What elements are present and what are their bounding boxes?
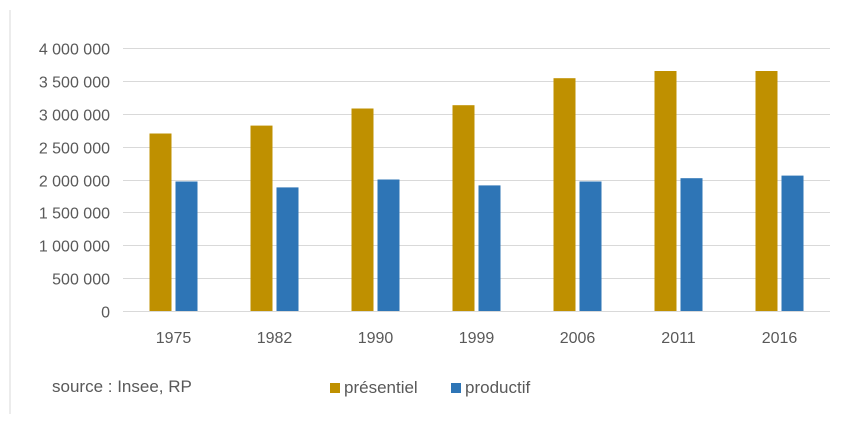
legend-label-présentiel: présentiel	[344, 378, 418, 397]
gridlines	[123, 48, 830, 312]
bar-présentiel-1990	[351, 108, 374, 311]
bar-présentiel-1975	[149, 133, 172, 311]
bars	[149, 71, 804, 311]
y-axis-ticks: 0 500 000 1 000 000 1 500 000 2 000 000 2 500…	[39, 42, 110, 322]
x-axis-ticks: 1975 1982 1990 1999 2006 2011 2016	[156, 330, 798, 347]
y-tick-label: 2 500 000	[39, 141, 110, 158]
x-tick-label: 2006	[560, 330, 596, 347]
legend-swatch-productif	[451, 383, 461, 393]
bar-productif-2006	[579, 181, 602, 311]
bar-productif-1990	[377, 179, 400, 311]
y-tick-label: 2 000 000	[39, 174, 110, 191]
x-tick-label: 1999	[459, 330, 495, 347]
bar-productif-1982	[276, 187, 299, 311]
x-tick-label: 2016	[762, 330, 798, 347]
y-tick-label: 0	[101, 305, 110, 322]
bar-productif-1975	[175, 181, 198, 311]
y-tick-label: 1 500 000	[39, 206, 110, 223]
bar-productif-2011	[680, 178, 703, 311]
bar-présentiel-2011	[654, 71, 677, 311]
bar-productif-2016	[781, 175, 804, 311]
x-tick-label: 1990	[358, 330, 394, 347]
x-tick-label: 1975	[156, 330, 192, 347]
bar-présentiel-1982	[250, 125, 273, 311]
bar-présentiel-2006	[553, 78, 576, 311]
legend: présentiel productif	[330, 378, 530, 397]
bar-présentiel-2016	[755, 71, 778, 311]
legend-label-productif: productif	[465, 378, 530, 397]
y-tick-label: 3 000 000	[39, 108, 110, 125]
y-tick-label: 4 000 000	[39, 42, 110, 59]
x-tick-label: 2011	[661, 330, 696, 347]
y-tick-label: 1 000 000	[39, 239, 110, 256]
bar-présentiel-1999	[452, 105, 475, 311]
legend-swatch-présentiel	[330, 383, 340, 393]
bar-productif-1999	[478, 185, 501, 311]
y-tick-label: 500 000	[52, 272, 110, 289]
x-tick-label: 1982	[257, 330, 293, 347]
y-tick-label: 3 500 000	[39, 75, 110, 92]
source-note: source : Insee, RP	[52, 377, 192, 396]
